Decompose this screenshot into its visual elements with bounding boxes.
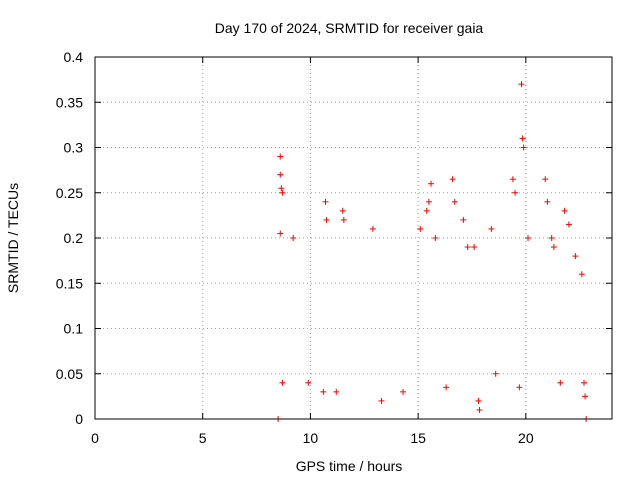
data-point	[475, 397, 482, 404]
data-point	[561, 207, 568, 214]
x-axis-label: GPS time / hours	[296, 458, 403, 474]
data-points	[275, 81, 590, 422]
data-point	[432, 235, 439, 241]
data-point	[518, 81, 525, 88]
data-point	[580, 379, 587, 386]
data-point	[277, 230, 284, 237]
data-point	[277, 153, 284, 160]
y-tick-label: 0.3	[64, 140, 84, 156]
y-tick-label: 0.4	[64, 49, 84, 65]
data-point	[279, 379, 286, 386]
data-point	[512, 189, 519, 196]
y-tick-label: 0.35	[56, 94, 83, 110]
data-point	[278, 185, 285, 192]
x-tick-label: 0	[91, 430, 99, 446]
data-point	[305, 379, 312, 386]
data-point	[542, 176, 549, 183]
data-point	[471, 244, 478, 251]
data-point	[488, 225, 495, 232]
data-point	[464, 244, 471, 251]
y-tick-label: 0	[75, 411, 83, 427]
data-point	[279, 189, 286, 196]
data-point	[425, 198, 432, 205]
data-point	[449, 176, 456, 183]
data-point	[572, 253, 579, 260]
x-tick-label: 10	[303, 430, 319, 446]
data-point	[290, 235, 297, 241]
data-point	[333, 388, 340, 395]
data-point	[476, 406, 483, 413]
data-point	[524, 235, 531, 241]
data-point	[565, 221, 572, 228]
data-point	[492, 370, 499, 377]
data-point	[323, 216, 330, 223]
data-point	[322, 198, 329, 205]
grid	[95, 57, 612, 419]
data-point	[423, 207, 430, 214]
y-tick-label: 0.2	[64, 230, 84, 246]
data-point	[578, 271, 585, 278]
plot-frame	[94, 56, 613, 420]
y-tick-label: 0.05	[56, 366, 83, 382]
data-point	[557, 379, 564, 386]
x-tick-label: 20	[518, 430, 534, 446]
data-point	[378, 397, 385, 404]
data-point	[369, 225, 376, 232]
data-point	[339, 207, 346, 214]
data-point	[460, 216, 467, 223]
data-point	[277, 171, 284, 178]
y-tick-label: 0.25	[56, 185, 83, 201]
data-point	[400, 388, 407, 395]
data-point	[550, 244, 557, 251]
data-point	[516, 384, 523, 391]
x-tick-label: 5	[199, 430, 207, 446]
axis-ticks: 0 0.05 0.1 0.15 0.2 0.25 0.3 0.35 0.4 0 5 10 15 20	[56, 49, 612, 446]
data-point	[443, 384, 450, 391]
y-tick-label: 0.1	[64, 321, 84, 337]
data-point	[548, 235, 555, 241]
y-axis-label: SRMTID / TECUs	[5, 183, 21, 293]
data-point	[451, 198, 458, 205]
chart-title: Day 170 of 2024, SRMTID for receiver gai…	[215, 20, 484, 36]
data-point	[544, 198, 551, 205]
data-point	[417, 225, 424, 232]
data-point	[428, 180, 435, 187]
data-point	[519, 135, 526, 142]
data-point	[320, 388, 327, 395]
x-tick-label: 15	[410, 430, 426, 446]
data-point	[582, 393, 589, 400]
data-point	[509, 176, 516, 183]
y-tick-label: 0.15	[56, 275, 83, 291]
data-point	[340, 216, 347, 223]
data-point	[520, 144, 527, 151]
